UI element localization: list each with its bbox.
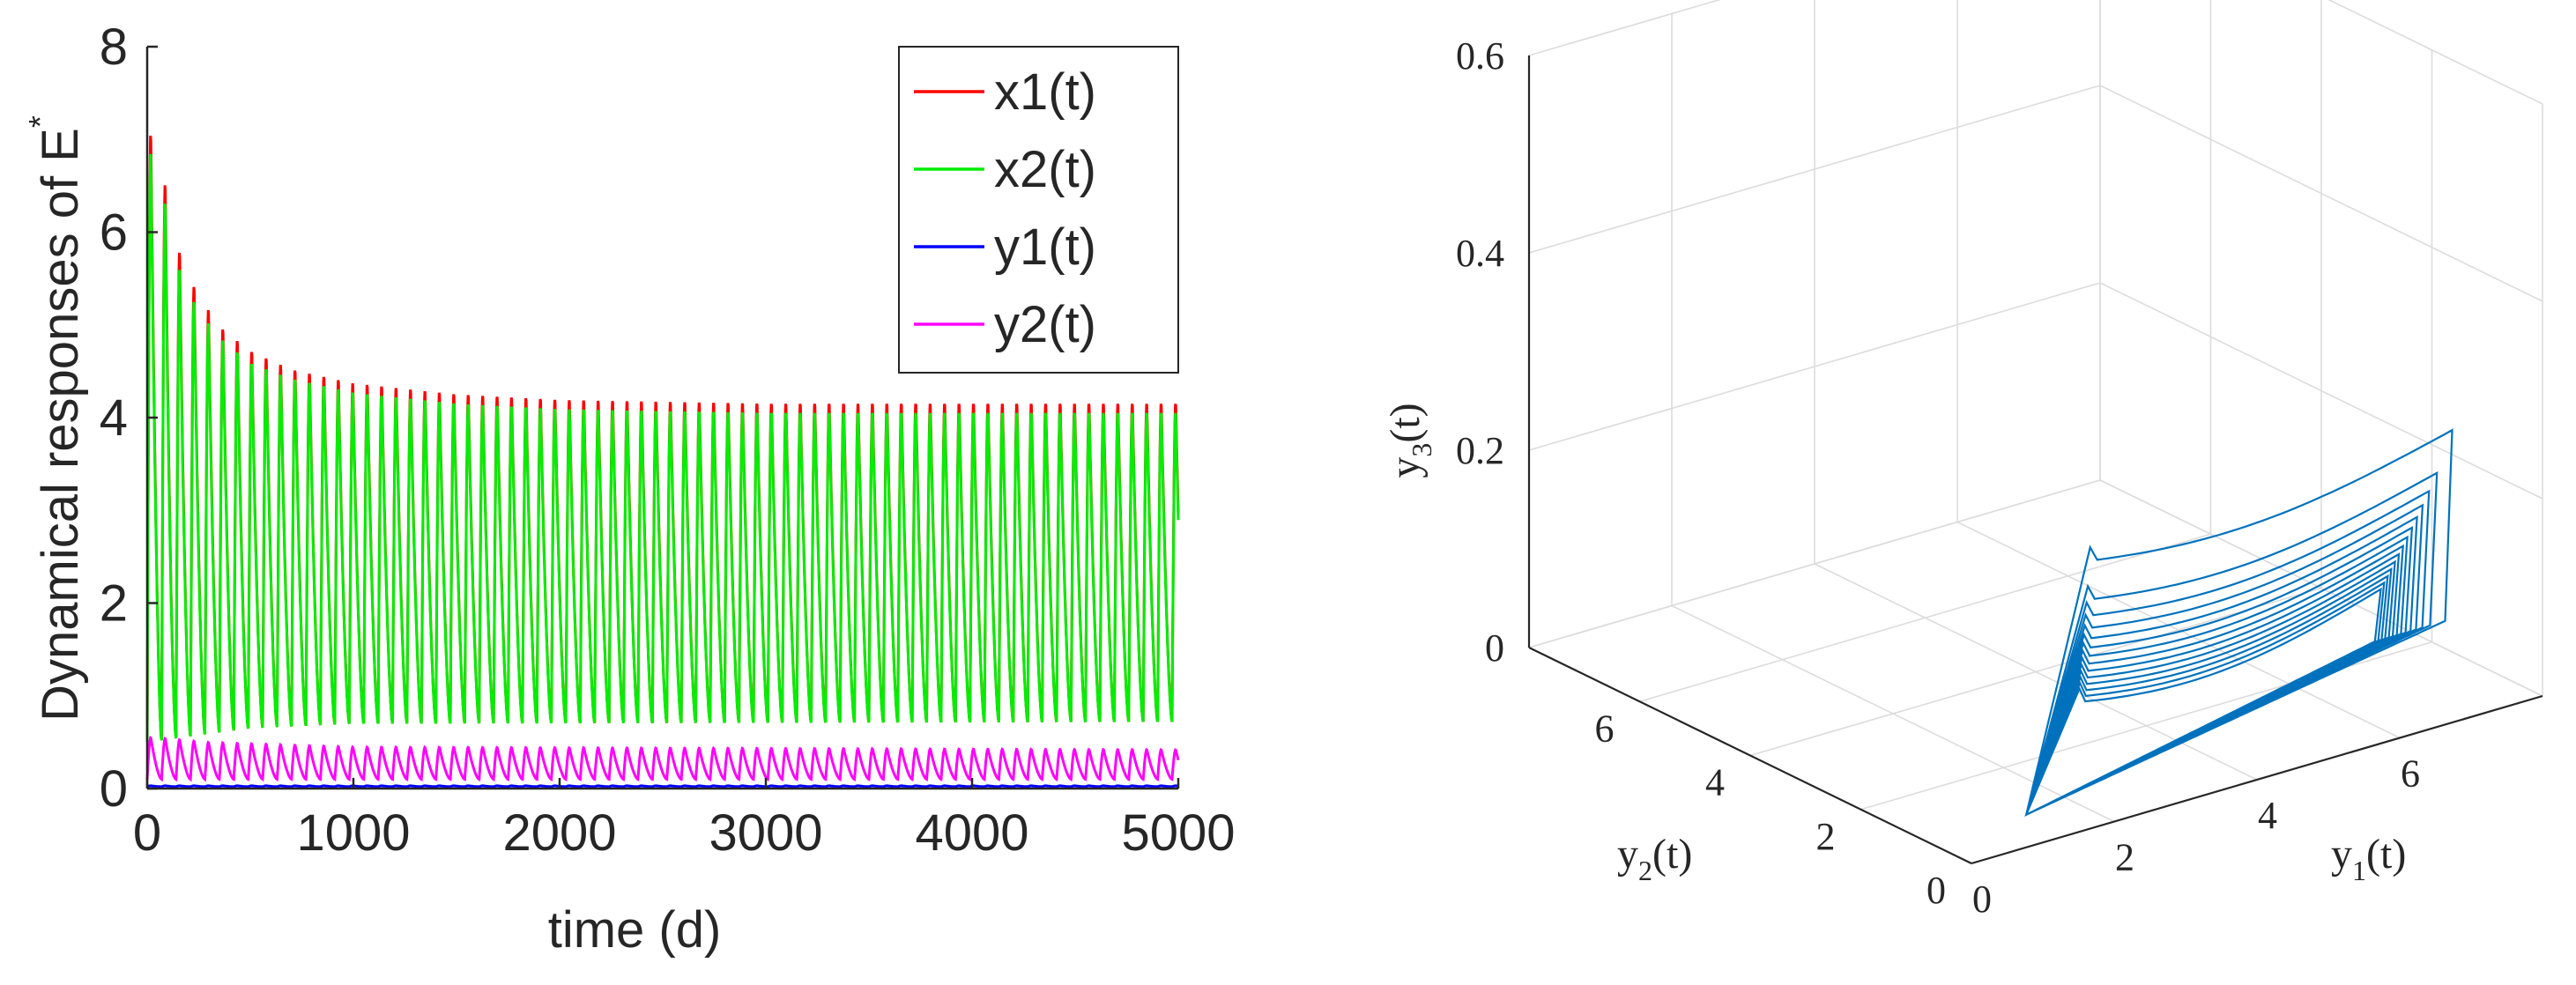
tick-label-3d: 4 (2258, 794, 2277, 837)
floor-grid-line (1749, 587, 2322, 757)
trajectory-3d (2024, 428, 2454, 818)
right-grid (1528, 0, 2543, 864)
wall-grid-line (1528, 85, 2101, 254)
legend-label: y2(t) (994, 296, 1096, 353)
tick-label-3d: 4 (1705, 761, 1725, 804)
left-y-axis-label: Dynamical responses of E* (22, 115, 89, 722)
x-tick-label: 5000 (1121, 804, 1235, 862)
series-line-y2(t) (145, 736, 1180, 782)
tick-label-3d: 6 (1595, 707, 1615, 750)
wall-grid-line (2099, 85, 2543, 302)
right-ticks: 0 2 4 6 0 2 4 6 0 0.2 0.4 0.6 (1456, 34, 2420, 921)
wall-grid-line (2099, 282, 2543, 500)
x-tick-label: 4000 (915, 804, 1028, 862)
y-tick-label: 4 (100, 389, 128, 447)
left-series-group (145, 135, 1180, 789)
left-x-ticks: 0 1000 2000 3000 4000 5000 (133, 778, 1236, 862)
tick-label-3d: 0 (1972, 878, 1992, 921)
tick-label-3d: 2 (2115, 836, 2134, 879)
right-trajectory (2024, 428, 2454, 818)
x-tick-label: 1000 (296, 804, 410, 862)
x-tick-label: 2000 (502, 804, 616, 862)
y-tick-label: 2 (100, 575, 128, 633)
wall-grid-line (2099, 479, 2543, 697)
left-y-ticks: 0 2 4 6 8 (100, 19, 158, 818)
wall-grid-line (1528, 479, 2101, 648)
legend-entries: x1(t) x2(t) y1(t) y2(t) (914, 63, 1096, 353)
legend-box (898, 46, 1179, 374)
x-tick-label: 0 (133, 804, 161, 862)
wall-grid-line (1528, 0, 1721, 56)
series-line-y1(t) (146, 784, 1178, 789)
right-x-axis-label: y1(t) (2331, 831, 2406, 886)
right-y-axis-label: y2(t) (1617, 831, 1692, 886)
tick-label-3d: 0.6 (1456, 34, 1504, 78)
tick-label-3d: 0.2 (1456, 429, 1504, 472)
tick-label-3d: 0.4 (1456, 232, 1504, 275)
axis-line-3d (1971, 694, 2543, 865)
time-series-chart: 0 1000 2000 3000 4000 5000 0 2 4 6 8 time (d) Dyn… (22, 19, 1236, 959)
axis-line-3d (1528, 647, 1972, 864)
phase-portrait-3d: 0 2 4 6 0 2 4 6 0 0.2 0.4 0.6 y3(t) y2(t) y1(t) (1382, 0, 2543, 921)
left-x-axis-label: time (d) (548, 901, 722, 959)
series-line-x2(t) (145, 153, 1180, 743)
legend-label: y1(t) (994, 218, 1096, 276)
x-tick-label: 3000 (709, 804, 822, 862)
legend-label: x1(t) (994, 63, 1096, 121)
tick-label-3d: 6 (2401, 752, 2420, 796)
y-tick-label: 0 (100, 760, 128, 818)
y-tick-label: 8 (100, 19, 128, 76)
wall-grid-line (2327, 0, 2543, 105)
wall-grid-line (1528, 282, 2101, 451)
y-tick-label: 6 (100, 204, 128, 262)
floor-grid-line (1639, 533, 2211, 703)
tick-label-3d: 2 (1816, 815, 1836, 858)
right-z-axis-label: y3(t) (1382, 403, 1437, 478)
right-axes (1527, 56, 2543, 865)
legend: x1(t) x2(t) y1(t) y2(t) (898, 46, 1179, 374)
tick-label-3d: 0 (1485, 626, 1504, 670)
legend-label: x2(t) (994, 141, 1096, 198)
tick-label-3d: 0 (1926, 869, 1946, 912)
